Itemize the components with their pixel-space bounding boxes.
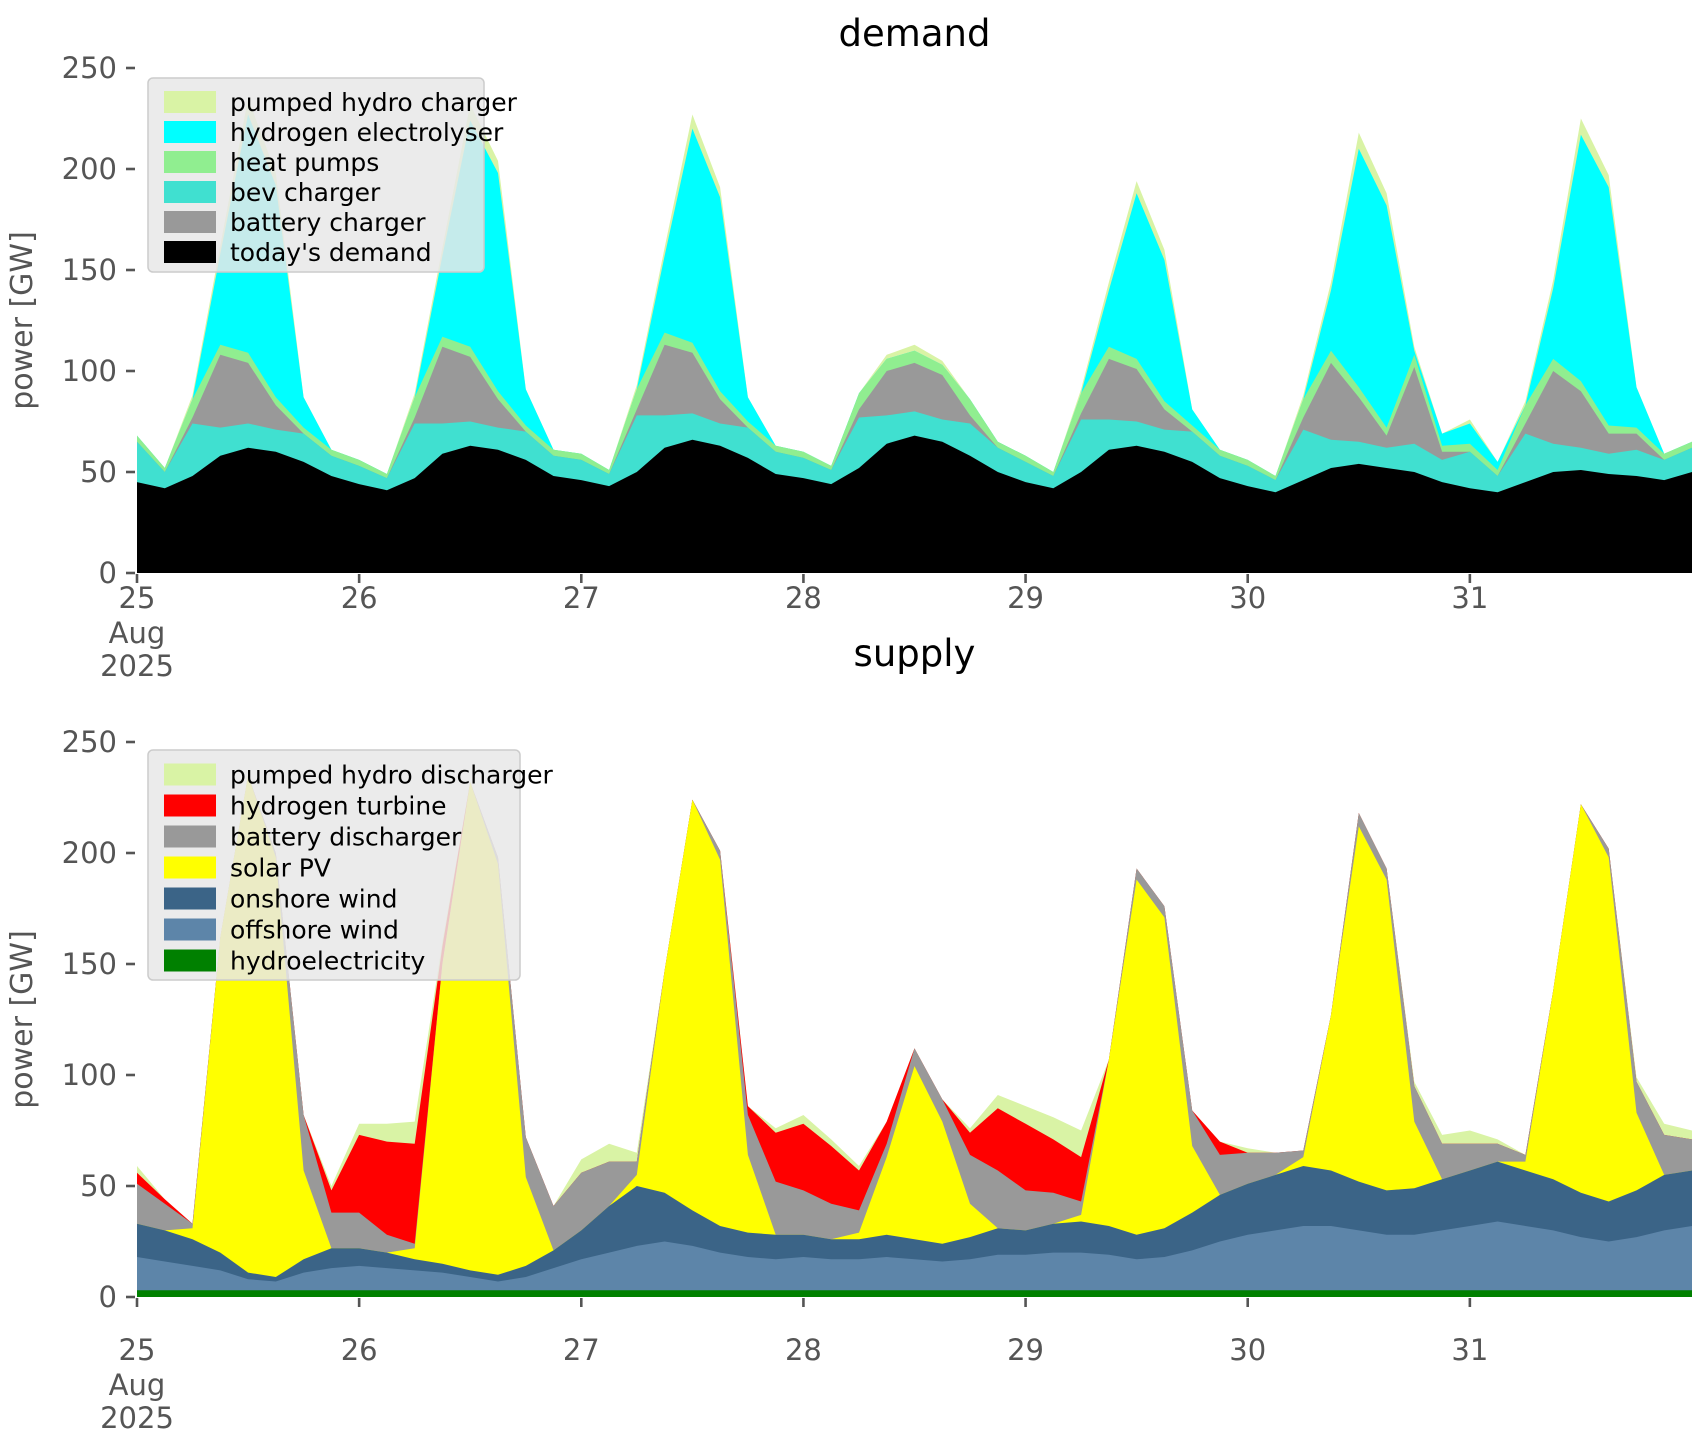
legend-label-onshore-wind: onshore wind: [230, 885, 397, 914]
legend-item-pumped-hydro-discharger: pumped hydro discharger: [164, 761, 553, 790]
legend-swatch-hydroelectricity: [164, 949, 216, 972]
demand-y-tick-label-0: 0: [99, 556, 117, 590]
legend-item-hydrogen-turbine: hydrogen turbine: [164, 792, 447, 821]
legend-label-battery-charger: battery charger: [230, 208, 426, 237]
supply-x-tick-label-25: 25: [119, 1333, 156, 1367]
legend-item-offshore-wind: offshore wind: [164, 916, 399, 945]
supply-x-tick-label-30: 30: [1229, 1333, 1266, 1367]
demand-legend-box: [147, 77, 485, 273]
legend-swatch-battery-discharger: [164, 825, 216, 848]
demand-x-year-label: 2025: [100, 649, 174, 683]
legend-label-battery-discharger: battery discharger: [230, 823, 462, 852]
demand-layer-today-s-demand: [137, 435, 1692, 573]
legend-item-heat-pumps: heat pumps: [164, 148, 379, 177]
legend-item-bev-charger: bev charger: [164, 178, 381, 207]
supply-y-tick-label-0: 0: [99, 1280, 117, 1314]
supply-x-tick-label-31: 31: [1451, 1333, 1488, 1367]
demand-y-tick-label-50: 50: [80, 455, 117, 489]
legend-item-battery-charger: battery charger: [164, 208, 426, 237]
demand-y-tick-label-100: 100: [62, 354, 117, 388]
legend-item-solar-pv: solar PV: [164, 854, 331, 883]
legend-item-hydroelectricity: hydroelectricity: [164, 947, 426, 976]
legend-label-hydrogen-turbine: hydrogen turbine: [230, 792, 447, 821]
supply-y-tick-label-50: 50: [80, 1169, 117, 1203]
legend-item-battery-discharger: battery discharger: [164, 823, 462, 852]
legend-label-hydroelectricity: hydroelectricity: [230, 947, 426, 976]
legend-label-hydrogen-electrolyser: hydrogen electrolyser: [230, 118, 504, 147]
legend-swatch-battery-charger: [164, 211, 216, 233]
legend-label-pumped-hydro-discharger: pumped hydro discharger: [230, 761, 553, 790]
demand-x-tick-label-29: 29: [1007, 581, 1044, 615]
supply-y-tick-label-100: 100: [62, 1058, 117, 1092]
demand-x-tick-label-26: 26: [341, 581, 378, 615]
legend-label-heat-pumps: heat pumps: [230, 148, 379, 177]
legend-swatch-pumped-hydro-charger: [164, 91, 216, 113]
legend-item-onshore-wind: onshore wind: [164, 885, 397, 914]
supply-y-axis-label: power [GW]: [5, 930, 40, 1109]
legend-label-offshore-wind: offshore wind: [230, 916, 399, 945]
legend-swatch-offshore-wind: [164, 918, 216, 941]
legend-swatch-heat-pumps: [164, 151, 216, 173]
legend-swatch-hydrogen-turbine: [164, 794, 216, 817]
demand-x-tick-label-30: 30: [1229, 581, 1266, 615]
demand-chart: demand 0 50 100 150 200 250 power [GW] 25 26 27 28 2…: [5, 12, 1692, 683]
legend-item-pumped-hydro-charger: pumped hydro charger: [164, 88, 518, 117]
demand-x-month-label: Aug: [109, 616, 166, 650]
legend-item-today-s-demand: today's demand: [164, 238, 432, 267]
supply-x-tick-label-26: 26: [341, 1333, 378, 1367]
legend-label-solar-pv: solar PV: [230, 854, 331, 883]
demand-y-tick-label-200: 200: [62, 152, 117, 186]
demand-x-tick-label-25: 25: [119, 581, 156, 615]
supply-chart: supply 0 50 100 150 200 250 power [GW] 25 26 27 28 2…: [5, 632, 1692, 1431]
supply-x-month-label: Aug: [109, 1368, 166, 1402]
supply-title: supply: [854, 632, 976, 675]
supply-x-tick-label-28: 28: [785, 1333, 822, 1367]
legend-item-hydrogen-electrolyser: hydrogen electrolyser: [164, 118, 504, 147]
supply-legend-box: [147, 749, 521, 981]
demand-x-tick-label-27: 27: [563, 581, 600, 615]
legend-label-bev-charger: bev charger: [230, 178, 381, 207]
supply-x-tick-label-29: 29: [1007, 1333, 1044, 1367]
demand-y-axis-label: power [GW]: [5, 231, 40, 410]
legend-swatch-solar-pv: [164, 856, 216, 879]
supply-x-year-label: 2025: [100, 1401, 174, 1431]
supply-x-tick-label-27: 27: [563, 1333, 600, 1367]
supply-y-tick-label-150: 150: [62, 947, 117, 981]
legend-swatch-hydrogen-electrolyser: [164, 121, 216, 143]
demand-x-tick-label-28: 28: [785, 581, 822, 615]
legend-swatch-onshore-wind: [164, 887, 216, 910]
supply-y-tick-label-250: 250: [62, 725, 117, 759]
supply-y-tick-label-200: 200: [62, 836, 117, 870]
legend-swatch-today-s-demand: [164, 241, 216, 263]
legend-label-pumped-hydro-charger: pumped hydro charger: [230, 88, 518, 117]
demand-y-tick-label-250: 250: [62, 51, 117, 85]
supply-layer-hydroelectricity: [137, 1290, 1692, 1297]
legend-swatch-bev-charger: [164, 181, 216, 203]
demand-y-tick-label-150: 150: [62, 253, 117, 287]
legend-swatch-pumped-hydro-discharger: [164, 763, 216, 786]
demand-x-tick-label-31: 31: [1451, 581, 1488, 615]
demand-title: demand: [839, 12, 991, 55]
supply-layer-offshore-wind: [137, 1221, 1692, 1297]
legend-label-today-s-demand: today's demand: [230, 238, 432, 267]
